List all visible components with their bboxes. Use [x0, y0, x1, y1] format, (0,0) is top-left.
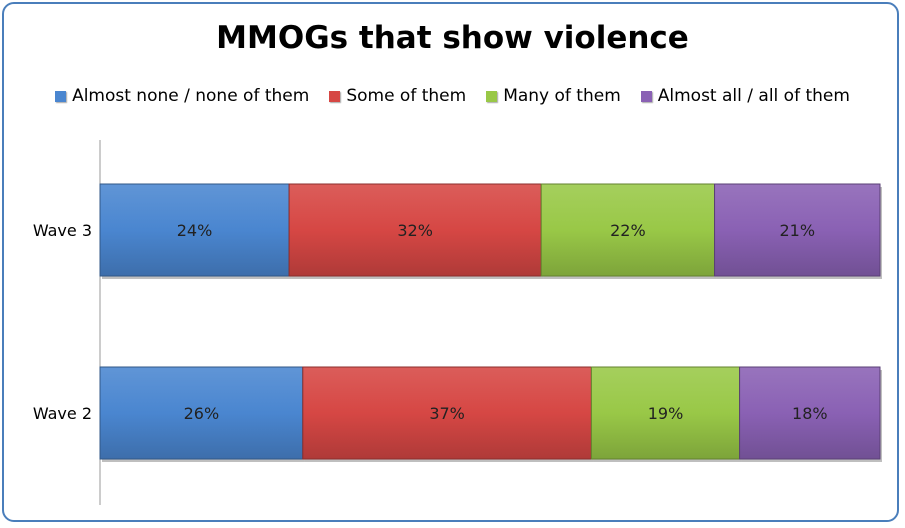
bar-segment [288, 183, 542, 277]
bar-value-label: 37% [429, 404, 465, 423]
bar-value-label: 19% [648, 404, 684, 423]
category-label: Wave 2 [33, 404, 92, 423]
bar-value-label: 18% [792, 404, 828, 423]
legend-label: Some of them [346, 86, 467, 106]
legend-label: Almost all / all of them [657, 86, 850, 106]
chart-title: MMOGs that show violence [216, 20, 689, 56]
legend-swatch [329, 90, 341, 102]
bar-segment [590, 366, 741, 460]
legend-item-almost-none: Almost none / none of them [55, 86, 309, 106]
bar-segment [714, 183, 881, 277]
bar-value-label: 26% [184, 404, 220, 423]
bar-segment [739, 366, 881, 460]
legend-label: Many of them [503, 86, 621, 106]
legend-swatch [640, 90, 652, 102]
legend-swatch [55, 90, 67, 102]
legend: Almost none / none of them Some of them … [0, 86, 905, 106]
legend-label: Almost none / none of them [72, 86, 310, 106]
bar-value-label: 24% [177, 221, 213, 240]
bar-segment [302, 366, 592, 460]
bar-segment [540, 183, 716, 277]
legend-item-many: Many of them [486, 86, 621, 106]
legend-item-some: Some of them [329, 86, 466, 106]
bar-value-label: 21% [779, 221, 815, 240]
bars-group: 24% 32% 22% 21% 26% 37% 19% 18% [99, 183, 882, 462]
bar-value-label: 22% [610, 221, 646, 240]
legend-swatch [486, 90, 498, 102]
legend-item-almost-all: Almost all / all of them [640, 86, 850, 106]
bar-value-label: 32% [397, 221, 433, 240]
category-label: Wave 3 [33, 221, 92, 240]
bar-segment [99, 366, 304, 460]
